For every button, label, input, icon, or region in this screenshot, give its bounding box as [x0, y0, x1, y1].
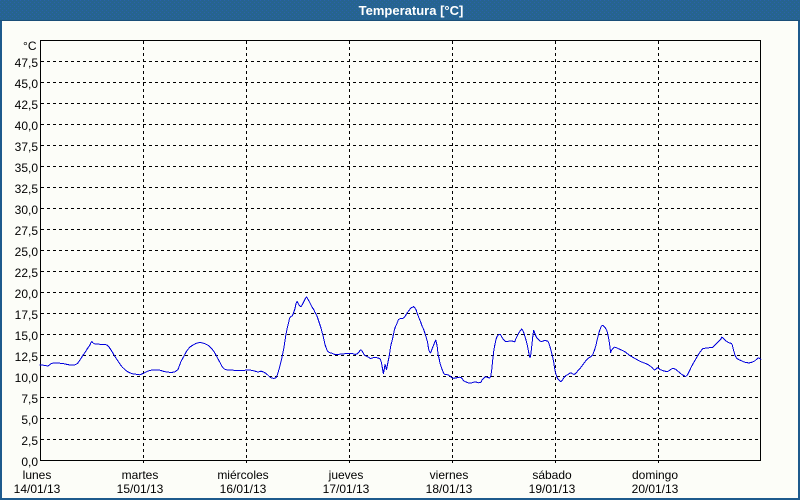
svg-text:35,0: 35,0	[15, 161, 39, 175]
svg-text:20/01/13: 20/01/13	[632, 482, 679, 496]
svg-text:7,5: 7,5	[21, 392, 38, 406]
svg-text:Temperatura [°C]: Temperatura [°C]	[359, 3, 464, 18]
svg-text:25,0: 25,0	[15, 245, 39, 259]
svg-text:lunes: lunes	[23, 468, 52, 482]
svg-text:domingo: domingo	[632, 468, 678, 482]
svg-text:14/01/13: 14/01/13	[14, 482, 61, 496]
svg-text:°C: °C	[23, 39, 37, 53]
svg-text:42,5: 42,5	[15, 98, 39, 112]
svg-text:16/01/13: 16/01/13	[220, 482, 267, 496]
svg-text:miércoles: miércoles	[217, 468, 268, 482]
svg-text:32,5: 32,5	[15, 182, 39, 196]
svg-text:40,0: 40,0	[15, 119, 39, 133]
svg-text:17,5: 17,5	[15, 308, 39, 322]
svg-text:37,5: 37,5	[15, 140, 39, 154]
svg-text:15,0: 15,0	[15, 329, 39, 343]
svg-text:20,0: 20,0	[15, 287, 39, 301]
svg-text:47,5: 47,5	[15, 56, 39, 70]
svg-text:sábado: sábado	[532, 468, 572, 482]
svg-text:2,5: 2,5	[21, 434, 38, 448]
svg-text:30,0: 30,0	[15, 203, 39, 217]
svg-text:10,0: 10,0	[15, 371, 39, 385]
svg-text:22,5: 22,5	[15, 266, 39, 280]
svg-text:viernes: viernes	[430, 468, 469, 482]
svg-text:18/01/13: 18/01/13	[426, 482, 473, 496]
svg-text:12,5: 12,5	[15, 350, 39, 364]
svg-text:0,0: 0,0	[21, 455, 38, 469]
svg-text:45,0: 45,0	[15, 77, 39, 91]
svg-text:19/01/13: 19/01/13	[529, 482, 576, 496]
svg-text:15/01/13: 15/01/13	[117, 482, 164, 496]
svg-text:5,0: 5,0	[21, 413, 38, 427]
svg-text:27,5: 27,5	[15, 224, 39, 238]
svg-text:17/01/13: 17/01/13	[323, 482, 370, 496]
svg-text:martes: martes	[122, 468, 159, 482]
svg-text:jueves: jueves	[328, 468, 364, 482]
